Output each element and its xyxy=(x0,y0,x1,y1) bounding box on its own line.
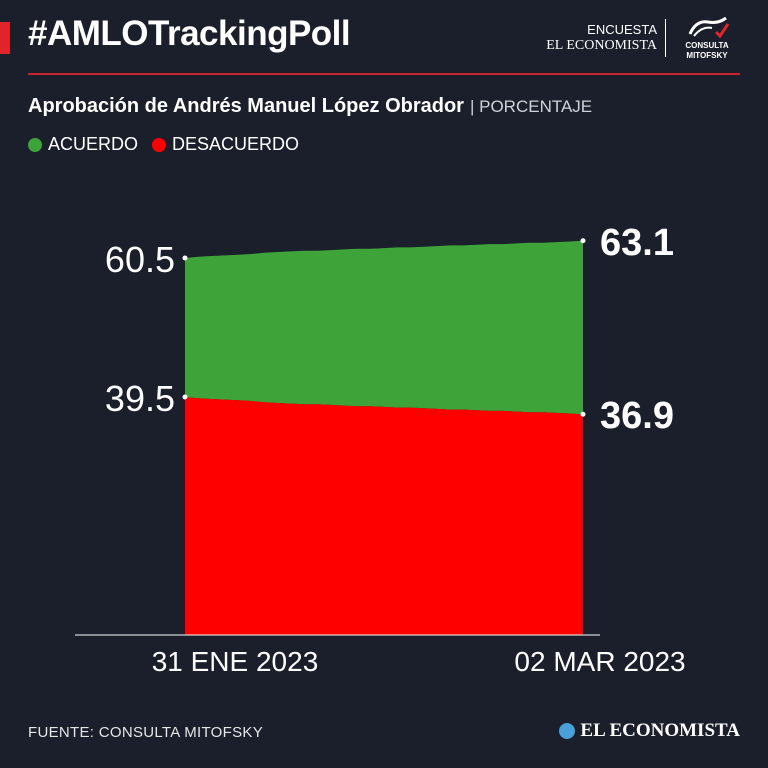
end-dot-acuerdo xyxy=(580,238,586,244)
series-area-acuerdo xyxy=(185,240,583,415)
accent-bar xyxy=(0,22,10,54)
x-tick-label-start: 31 ENE 2023 xyxy=(152,646,319,677)
subtitle-main: Aprobación de Andrés Manuel López Obrado… xyxy=(28,95,464,117)
series-area-desacuerdo xyxy=(185,397,583,635)
footer-logo: EL ECONOMISTA xyxy=(559,720,740,742)
data-label-end-desacuerdo: 36.9 xyxy=(600,395,674,437)
start-dot-acuerdo xyxy=(182,255,188,261)
chart-subtitle: Aprobación de Andrés Manuel López Obrado… xyxy=(28,95,592,118)
data-label-start-desacuerdo: 39.5 xyxy=(105,378,175,419)
legend-label-desacuerdo: DESACUERDO xyxy=(172,134,300,154)
economista-logo-icon xyxy=(559,723,576,739)
data-label-end-acuerdo: 63.1 xyxy=(600,222,674,264)
legend-item-desacuerdo: DESACUERDO xyxy=(152,134,299,155)
source-note: FUENTE: CONSULTA MITOFSKY xyxy=(28,724,264,741)
footer-logo-text: EL ECONOMISTA xyxy=(580,720,740,741)
page-title: #AMLOTrackingPoll xyxy=(28,14,351,53)
start-dot-desacuerdo xyxy=(182,394,188,400)
brand-line1: ENCUESTA xyxy=(587,21,657,37)
legend-label-acuerdo: ACUERDO xyxy=(48,134,139,154)
end-dot-desacuerdo xyxy=(580,411,586,417)
brand-text: ENCUESTA EL ECONOMISTA xyxy=(546,22,657,54)
legend-dot-desacuerdo xyxy=(152,137,167,152)
header-rule xyxy=(28,73,740,75)
brand-divider xyxy=(665,18,666,57)
mitofsky-icon xyxy=(688,16,730,39)
legend-dot-acuerdo xyxy=(28,137,42,152)
legend-item-acuerdo: ACUERDO xyxy=(28,134,138,155)
legend: ACUERDO DESACUERDO xyxy=(28,134,313,155)
x-tick-label-end: 02 MAR 2023 xyxy=(514,646,685,677)
mitofsky-logo: CONSULTA MITOFSKY xyxy=(674,14,740,61)
subtitle-unit: | PORCENTAJE xyxy=(469,97,593,116)
brand-block: ENCUESTA EL ECONOMISTA CONSULTA MITOFSKY xyxy=(546,14,740,61)
mitofsky-label: CONSULTA MITOFSKY xyxy=(685,41,729,60)
data-label-start-acuerdo: 60.5 xyxy=(105,239,175,280)
brand-line2: EL ECONOMISTA xyxy=(546,37,657,53)
